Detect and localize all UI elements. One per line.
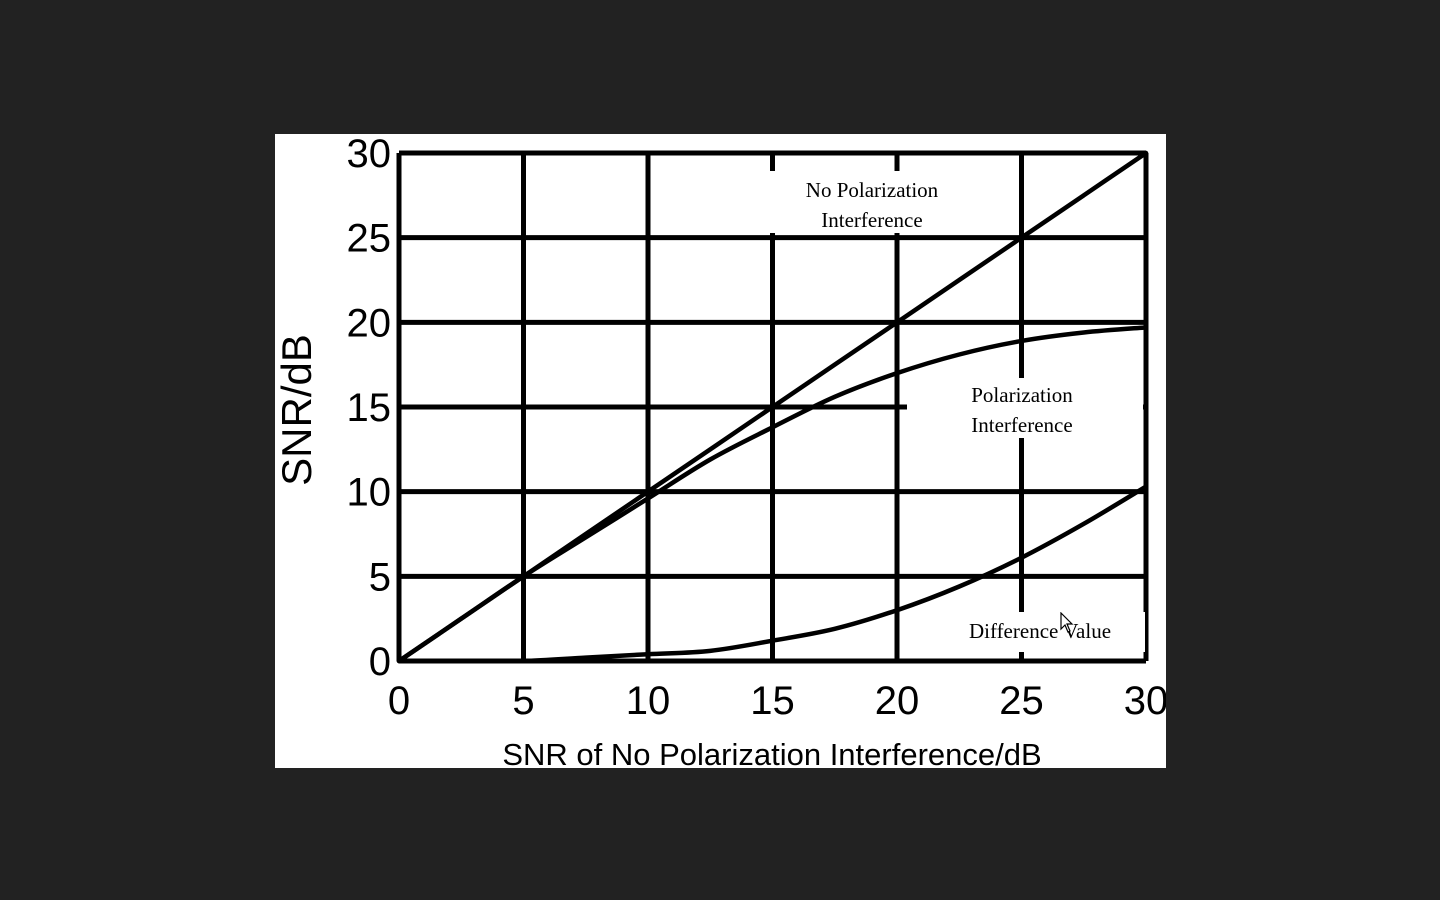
x-tick-label-1: 5: [512, 679, 534, 723]
annotation-layer: No Polarization Interference Polarization I…: [769, 171, 1145, 652]
annotation-no-pol-line-1: Interference: [821, 208, 922, 232]
annotation-pol-line-0: Polarization: [971, 383, 1073, 407]
x-axis-title: SNR of No Polarization Interference/dB: [502, 737, 1041, 768]
annotation-box-no-pol: [769, 171, 969, 233]
annotation-no-pol-line-0: No Polarization: [806, 178, 939, 202]
annotation-box-pol: [907, 378, 1143, 438]
series-line-2: [396, 484, 1149, 664]
y-tick-label-1: 5: [369, 555, 391, 599]
annotation-pol-line-1: Interference: [971, 413, 1072, 437]
line-chart: No Polarization Interference Polarization I…: [275, 134, 1166, 768]
x-tick-label-6: 30: [1124, 679, 1166, 723]
figure-panel: No Polarization Interference Polarization I…: [275, 134, 1166, 768]
y-tick-label-4: 20: [347, 301, 392, 345]
y-tick-label-5: 25: [347, 217, 392, 261]
y-axis-title: SNR/dB: [275, 334, 320, 486]
x-tick-label-3: 15: [750, 679, 795, 723]
pointer-arrow-icon: [1060, 612, 1074, 633]
x-tick-label-4: 20: [875, 679, 920, 723]
x-tick-label-5: 25: [999, 679, 1044, 723]
series-line-1: [396, 325, 1149, 664]
annotation-diff-line-0: Difference Value: [969, 619, 1111, 643]
y-tick-label-2: 10: [347, 471, 392, 515]
y-tick-labels: 0 5 10 15 20 25 30: [347, 134, 392, 684]
y-tick-label-3: 15: [347, 386, 392, 430]
series-layer: [396, 150, 1149, 664]
x-tick-label-0: 0: [388, 679, 410, 723]
y-tick-label-6: 30: [347, 134, 392, 176]
annotation-box-diff: [939, 612, 1145, 652]
x-tick-labels: 0 5 10 15 20 25 30: [388, 679, 1166, 723]
x-tick-label-2: 10: [626, 679, 671, 723]
y-tick-label-0: 0: [369, 640, 391, 684]
